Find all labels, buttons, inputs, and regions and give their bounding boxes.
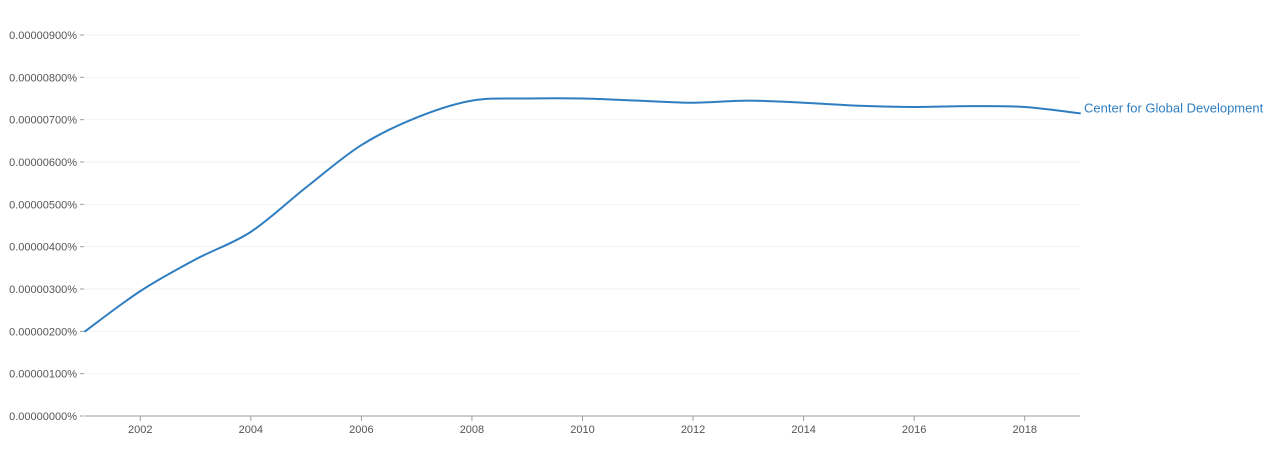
y-tick-label: 0.00000200% xyxy=(9,326,77,338)
x-axis: 2002 2004 2006 2008 2010 2012 2014 2016 2018 xyxy=(85,415,1080,436)
y-tick-label: 0.00000500% xyxy=(9,199,77,211)
y-tick-label: 0.00000800% xyxy=(9,72,77,84)
x-tick-label: 2010 xyxy=(570,424,594,436)
x-tick-label: 2016 xyxy=(902,424,926,436)
series-lines xyxy=(84,97,1081,333)
x-tick-label: 2012 xyxy=(681,424,705,436)
y-tick-label: 0.00000700% xyxy=(9,115,77,127)
x-tick-label: 2008 xyxy=(460,424,484,436)
x-tick-label: 2002 xyxy=(128,424,152,436)
y-tick-label: 0.00000100% xyxy=(9,369,77,381)
x-tick-label: 2018 xyxy=(1012,424,1036,436)
y-tick-label: 0.00000600% xyxy=(9,157,77,169)
y-tick-label: 0.00000300% xyxy=(9,284,77,296)
y-tick-label: 0.00000900% xyxy=(9,30,77,42)
y-tick-label: 0.00000400% xyxy=(9,242,77,254)
grid-lines xyxy=(85,34,1080,375)
y-tick-label: 0.00000000% xyxy=(9,411,77,423)
x-tick-label: 2004 xyxy=(239,424,263,436)
series-line xyxy=(84,97,1081,333)
x-tick-label: 2006 xyxy=(349,424,373,436)
y-axis: 0.00000000% 0.00000100% 0.00000200% 0.00000… xyxy=(9,30,84,423)
series-label: Center for Global Development xyxy=(1084,100,1264,115)
series-labels: Center for Global Development xyxy=(1084,100,1264,115)
x-tick-label: 2014 xyxy=(791,424,815,436)
